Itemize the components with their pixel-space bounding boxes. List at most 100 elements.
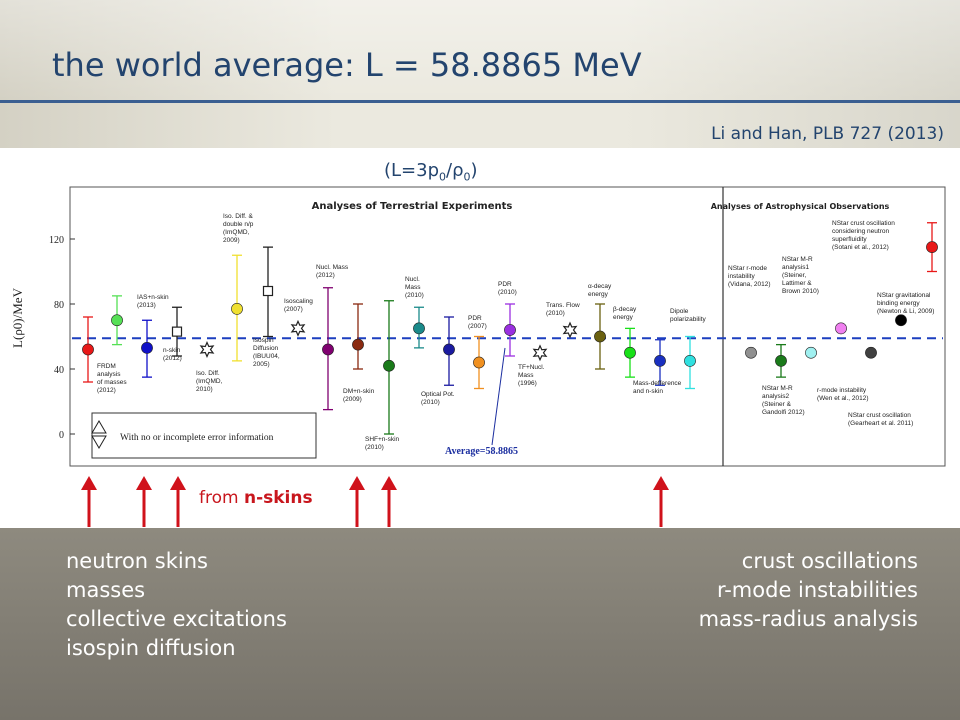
- point-label-line: (2010): [546, 310, 565, 317]
- legend-text: With no or incomplete error information: [120, 432, 274, 443]
- point-label: Iso. Diff. & double n/p (ImQMD, 2009): [223, 213, 254, 244]
- point-label: NStar r-mode instability (Vidana, 2012): [728, 265, 771, 288]
- average-label: Average=58.8865: [445, 446, 518, 457]
- point-label-line: (2012): [163, 355, 182, 362]
- point-label-line: n-skin: [163, 347, 181, 354]
- point-label-line: Diffusion: [253, 345, 279, 352]
- star-marker: [562, 321, 578, 339]
- point-label-line: Lattimer &: [782, 280, 812, 287]
- legend-open-marker: [91, 420, 107, 434]
- point-marker: [413, 322, 425, 335]
- from-n-skins-label: from n-skins: [199, 488, 313, 508]
- point-marker: [624, 346, 636, 359]
- data-point: Optical Pot. (2010): [421, 316, 455, 406]
- citation: Li and Han, PLB 727 (2013): [711, 124, 944, 144]
- point-label-line: (ImQMD,: [223, 229, 250, 236]
- point-label-line: (2009): [343, 396, 362, 403]
- data-point: NStar M-R analysis2 (Steiner & Gandolfi 201…: [762, 343, 805, 416]
- point-label-line: Gandolfi 2012): [762, 409, 805, 416]
- point-label-line: Brown 2010): [782, 288, 819, 295]
- point-label: Nucl. Mass (2012): [316, 264, 349, 279]
- point-label-line: (2012): [316, 272, 335, 279]
- point-marker: [443, 343, 455, 356]
- point-marker: [383, 359, 395, 372]
- point-label: r-mode instability (Wen et al., 2012): [817, 387, 869, 402]
- point-marker: [926, 241, 938, 254]
- y-axis-label: L(ρ0)/MeV: [10, 287, 25, 348]
- point-label: n-skin (2012): [163, 347, 182, 362]
- point-label-line: r-mode instability: [817, 387, 867, 394]
- list-item: isospin diffusion: [66, 636, 236, 660]
- point-label-line: and n-skin: [633, 388, 663, 395]
- data-point: NStar crust oscillation considering neutr…: [832, 220, 938, 273]
- point-marker: [231, 302, 243, 315]
- point-marker: [82, 343, 94, 356]
- point-label-line: binding energy: [877, 300, 920, 307]
- right-list: crust oscillations r-mode instabilities …: [699, 547, 918, 634]
- red-arrow: [653, 476, 669, 527]
- point-label-line: Mass: [405, 284, 421, 291]
- data-point: Mass-defference and n-skin: [633, 339, 682, 395]
- red-arrow-head: [381, 476, 397, 490]
- data-point: NStar M-R analysis1 (Steiner, Lattimer & Bro…: [782, 256, 819, 359]
- point-marker: [322, 343, 334, 356]
- data-point: Nucl. Mass (2010): [405, 276, 425, 349]
- red-arrow: [81, 476, 97, 527]
- point-label-line: (2010): [405, 292, 424, 299]
- point-label-line: (ImQMD,: [196, 378, 223, 385]
- point-marker: [504, 324, 516, 336]
- point-label: NStar crust oscillation (Gearheart et al.…: [848, 412, 913, 427]
- point-label-line: (Wen et al., 2012): [817, 395, 869, 402]
- data-point: α-decay energy: [588, 283, 612, 370]
- point-label: DM+n-skin (2009): [343, 388, 375, 403]
- data-point: NStar crust oscillation (Gearheart et al.…: [848, 346, 913, 427]
- point-label-line: PDR: [468, 315, 482, 322]
- point-label: Iso. Diff. (ImQMD, 2010): [196, 370, 223, 393]
- point-label-line: 2010): [196, 386, 213, 393]
- point-label: NStar gravitational binding energy (Newton…: [877, 292, 934, 315]
- list-item: mass-radius analysis: [698, 607, 918, 631]
- point-label-line: Isospin: [253, 337, 274, 344]
- point-label: Trans. Flow (2010): [546, 302, 580, 317]
- data-point: IAS+n-skin (2013): [137, 294, 169, 378]
- point-label: IAS+n-skin (2013): [137, 294, 169, 309]
- data-point: FRDM analysis of masses (2012): [82, 316, 127, 394]
- point-label: Nucl. Mass (2010): [405, 276, 424, 299]
- legend-open-marker: [91, 435, 107, 449]
- point-label-line: polarizability: [670, 316, 707, 323]
- point-label: SHF+n-skin (2010): [365, 436, 400, 451]
- list-item: collective excitations: [66, 607, 287, 631]
- point-marker: [352, 338, 364, 351]
- data-point: r-mode instability (Wen et al., 2012): [817, 322, 869, 402]
- list-item: r-mode instabilities: [716, 578, 918, 602]
- point-label-line: Iso. Diff. &: [223, 213, 254, 220]
- section-title-astro: Analyses of Astrophysical Observations: [711, 202, 890, 211]
- red-arrow-head: [136, 476, 152, 490]
- legend-box: [91, 412, 317, 459]
- point-label-line: 2005): [253, 361, 270, 368]
- data-point: NStar r-mode instability (Vidana, 2012): [728, 265, 771, 359]
- red-arrow-head: [170, 476, 186, 490]
- point-marker: [684, 354, 696, 367]
- open-marker: [171, 326, 183, 337]
- section-title-terrestrial: Analyses of Terrestrial Experiments: [312, 201, 513, 212]
- point-label-line: (Vidana, 2012): [728, 281, 771, 288]
- point-label-line: considering neutron: [832, 228, 889, 235]
- point-marker: [805, 346, 817, 359]
- data-point: Dipole polarizability: [670, 308, 707, 390]
- point-marker: [654, 354, 666, 367]
- star-marker: [532, 344, 548, 362]
- point-label-line: β-decay: [613, 306, 637, 313]
- point-label-line: of masses: [97, 379, 127, 386]
- data-point: Nucl. Mass (2012): [316, 264, 349, 411]
- data-point: n-skin (2012): [163, 306, 183, 362]
- list-item: neutron skins: [66, 549, 208, 573]
- star-marker: [290, 319, 306, 337]
- point-label: Mass-defference and n-skin: [633, 380, 682, 395]
- point-marker: [594, 330, 606, 343]
- y-tick-label: 80: [54, 300, 64, 311]
- red-arrow-head: [349, 476, 365, 490]
- point-label: β-decay energy: [613, 306, 637, 321]
- star-marker: [199, 341, 215, 358]
